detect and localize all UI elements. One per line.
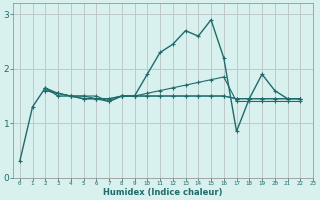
X-axis label: Humidex (Indice chaleur): Humidex (Indice chaleur)	[103, 188, 223, 197]
